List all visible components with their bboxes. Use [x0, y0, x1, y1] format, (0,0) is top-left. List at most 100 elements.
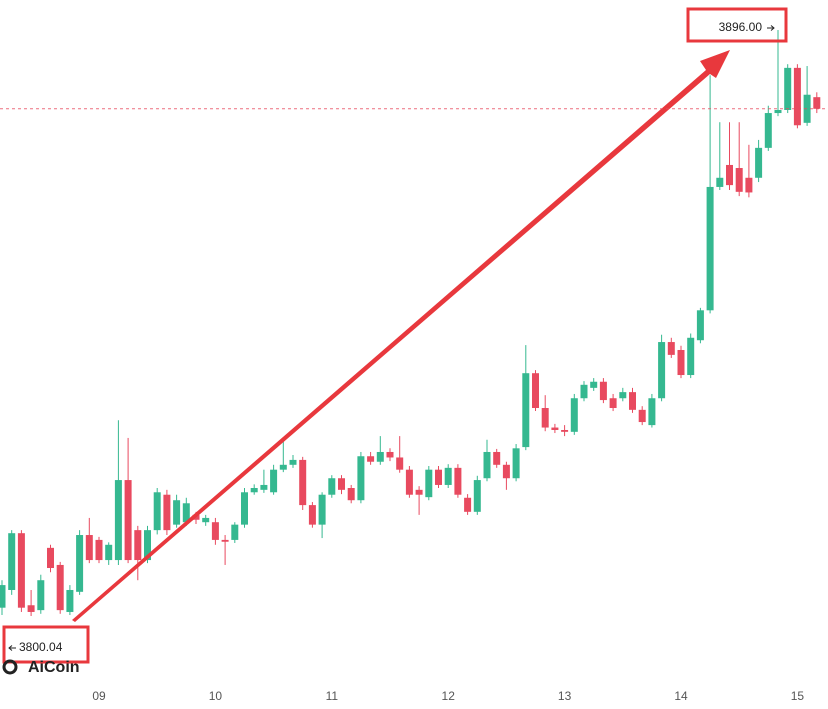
candle-body	[134, 530, 142, 561]
candle-body	[716, 177, 724, 187]
candle-body	[308, 505, 316, 525]
candle-body	[37, 580, 45, 611]
candle-body	[270, 469, 278, 493]
candle-body	[648, 398, 656, 426]
candle-body	[56, 564, 64, 611]
candle-body	[677, 349, 685, 376]
candle-body	[512, 448, 520, 479]
candle-body	[124, 480, 132, 561]
high-annotation: 3896.00	[719, 20, 763, 34]
candle-body	[435, 469, 442, 485]
candle-body	[658, 342, 666, 399]
candle-body	[405, 469, 413, 495]
x-tick-label: 15	[791, 689, 805, 703]
candle-body	[570, 398, 578, 432]
candle-body	[289, 459, 297, 465]
candle-body	[473, 480, 481, 512]
candle-body	[144, 530, 151, 561]
candle-body	[347, 488, 355, 501]
candle-body	[153, 492, 161, 531]
low-annotation: 3800.04	[19, 640, 63, 654]
candle-body	[493, 451, 501, 465]
candle-body	[182, 503, 190, 523]
candle-body	[813, 97, 821, 109]
candle-body	[95, 539, 103, 561]
candle-body	[706, 186, 714, 311]
watermark-logo	[2, 659, 18, 675]
high-annotation-box	[686, 7, 788, 43]
candle-body	[279, 464, 287, 470]
candle-body	[609, 398, 617, 409]
candle-body	[454, 467, 462, 495]
candle-body	[328, 478, 336, 495]
low-annotation-box	[2, 625, 90, 664]
candle-body	[367, 456, 375, 462]
candle-body	[231, 524, 239, 540]
candle-body	[0, 585, 6, 608]
candle-body	[726, 164, 733, 186]
candle-body	[667, 342, 675, 355]
candle-body	[202, 517, 210, 523]
x-tick-label: 14	[674, 689, 688, 703]
candle-body	[735, 168, 743, 192]
candle-body	[163, 494, 171, 531]
candle-body	[105, 544, 113, 561]
candle-body	[522, 373, 530, 448]
trend-arrow	[72, 50, 730, 622]
candle-body	[357, 456, 365, 501]
candle-body	[338, 478, 345, 490]
candle-body	[114, 480, 122, 561]
candle-body	[8, 533, 16, 590]
x-tick-label: 10	[209, 689, 223, 703]
candle-body	[629, 392, 636, 410]
candle-body	[803, 94, 811, 123]
candle-body	[85, 535, 93, 561]
x-tick-label: 11	[326, 689, 339, 703]
candle-body	[76, 535, 84, 592]
watermark: AiCoin	[28, 659, 80, 676]
candle-body	[221, 539, 229, 542]
candle-body	[444, 467, 452, 485]
candles	[0, 30, 821, 616]
candle-body	[425, 469, 433, 498]
candle-body	[590, 381, 598, 388]
left-arrow-icon	[8, 645, 16, 651]
candle-body	[483, 451, 491, 479]
right-arrow-icon	[767, 25, 775, 31]
candle-body	[599, 381, 607, 401]
candle-body	[638, 409, 646, 423]
candle-body	[250, 488, 258, 493]
candle-body	[532, 373, 539, 409]
candle-body	[27, 605, 35, 612]
candle-body	[784, 67, 792, 110]
candle-body	[318, 494, 326, 525]
candle-body	[415, 489, 423, 495]
candle-body	[299, 459, 307, 506]
x-tick-label: 12	[442, 689, 456, 703]
x-tick-label: 13	[558, 689, 572, 703]
candle-body	[764, 113, 772, 148]
candle-body	[580, 384, 588, 399]
candle-body	[66, 589, 74, 612]
candle-body	[541, 408, 549, 428]
candle-body	[241, 492, 248, 525]
candle-body	[464, 497, 472, 512]
candle-body	[696, 310, 704, 341]
candle-body	[386, 451, 394, 458]
candle-body	[396, 457, 404, 470]
candle-body	[619, 392, 627, 399]
candle-body	[502, 464, 510, 479]
candle-body	[376, 451, 384, 462]
candle-body	[745, 177, 753, 193]
candle-body	[687, 337, 695, 376]
candle-body	[260, 484, 268, 490]
candle-body	[774, 109, 782, 114]
candle-body	[173, 500, 181, 525]
candle-body	[793, 67, 801, 126]
candle-body	[551, 427, 559, 430]
candle-body	[561, 429, 569, 432]
candle-body	[755, 147, 763, 178]
candle-body	[47, 547, 54, 569]
